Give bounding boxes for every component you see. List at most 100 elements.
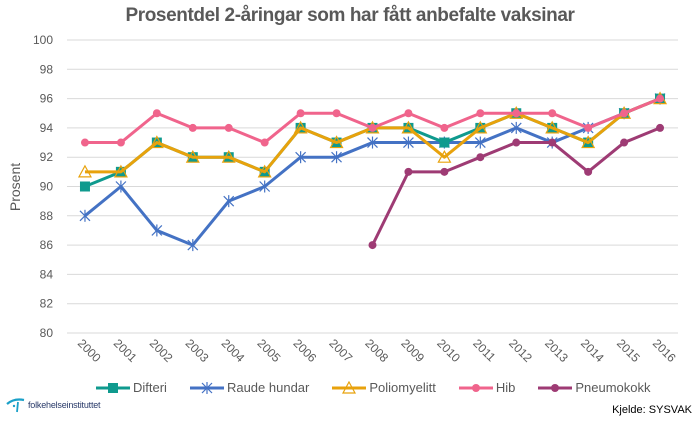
data-point [331, 151, 342, 164]
data-point [329, 135, 344, 149]
x-tick-label: 2007 [326, 336, 355, 365]
x-tick-label: 2002 [147, 336, 176, 365]
data-point [476, 109, 485, 118]
data-point [476, 153, 485, 162]
x-tick-label: 2008 [362, 336, 391, 365]
data-point [115, 180, 127, 193]
data-point [113, 164, 128, 178]
data-point [295, 151, 307, 164]
fhi-logo: folkehelseinstituttet [6, 397, 101, 413]
legend-marker [551, 383, 560, 392]
legend-swatch-icon [189, 381, 224, 394]
data-point [401, 120, 416, 134]
data-point [221, 149, 236, 163]
y-tick-label: 86 [40, 238, 54, 252]
legend-label: Pneumokokk [575, 380, 651, 395]
data-point [257, 164, 272, 178]
data-point [149, 135, 164, 149]
data-point [260, 138, 269, 147]
data-point [224, 123, 233, 132]
data-point [259, 180, 271, 193]
y-tick-label: 92 [40, 150, 54, 164]
series-hib [80, 94, 665, 147]
legend: Difteri Raude hundar Poliomyelitt Hib Pneumo… [95, 380, 673, 395]
x-tick-label: 2001 [111, 336, 140, 365]
x-tick-label: 2004 [219, 336, 248, 365]
data-point [368, 241, 377, 250]
data-point [656, 94, 665, 103]
legend-label: Hib [495, 380, 516, 395]
data-point [404, 109, 413, 118]
x-tick-labels: 2000 2001 2002 2003 2004 2005 2006 2007 2008 2009… [75, 336, 679, 365]
data-point [188, 123, 197, 132]
x-tick-label: 2009 [398, 336, 427, 365]
data-point [367, 136, 378, 149]
legend-swatch-icon [332, 380, 367, 394]
x-tick-label: 2011 [470, 336, 498, 364]
x-tick-label: 2015 [614, 336, 643, 365]
x-tick-label: 2000 [75, 336, 104, 365]
data-point [473, 120, 488, 134]
legend-marker [201, 381, 213, 394]
legend-item: Difteri [95, 380, 167, 395]
data-point [510, 121, 522, 134]
fhi-logo-icon [6, 398, 25, 413]
data-point [620, 138, 629, 147]
y-tick-label: 88 [40, 209, 54, 223]
data-point [581, 135, 596, 149]
y-tick-label: 84 [40, 267, 54, 281]
y-axis-label: Prosent [7, 163, 23, 211]
legend-marker [108, 382, 118, 393]
series-lines [77, 91, 668, 252]
data-point [185, 149, 200, 163]
data-point [404, 167, 413, 176]
y-tick-label: 82 [40, 297, 54, 311]
data-point [223, 195, 235, 208]
data-point [77, 164, 92, 178]
data-point [474, 136, 486, 149]
data-point [440, 123, 449, 132]
data-point [116, 138, 125, 147]
gridlines [67, 39, 678, 334]
data-point [584, 123, 593, 132]
legend-swatch-icon [538, 383, 573, 392]
legend-item: Pneumokokk [537, 380, 651, 395]
data-point [368, 123, 377, 132]
legend-swatch-icon [458, 383, 493, 392]
data-point [403, 136, 414, 149]
x-tick-label: 2014 [578, 336, 607, 365]
data-point [296, 109, 305, 118]
legend-item: Hib [458, 380, 516, 395]
data-point [440, 167, 449, 176]
data-point [512, 138, 521, 147]
data-point [656, 123, 665, 132]
data-point [151, 224, 163, 237]
data-point [439, 137, 450, 148]
legend-swatch-icon [96, 382, 130, 393]
data-point [79, 181, 90, 192]
data-point [548, 109, 557, 118]
data-point [79, 209, 91, 222]
x-tick-label: 2005 [255, 336, 284, 365]
y-tick-labels: 80 82 84 86 88 90 92 94 96 98 100 [33, 33, 53, 340]
y-tick-label: 80 [40, 326, 54, 340]
line-chart: 80 82 84 86 88 90 92 94 96 98 100 2000 2001 2002 2003… [7, 33, 679, 365]
data-point [584, 167, 593, 176]
x-tick-label: 2016 [650, 336, 679, 365]
logo-text: folkehelseinstituttet [28, 400, 101, 410]
y-tick-label: 96 [40, 92, 54, 106]
legend-label: Difteri [133, 380, 167, 395]
chart-title: Prosentdel 2-åringar som har fått anbefa… [125, 5, 575, 26]
data-point [548, 138, 557, 147]
y-tick-label: 98 [40, 62, 54, 76]
x-tick-label: 2013 [542, 336, 571, 365]
data-point [187, 239, 199, 252]
y-tick-label: 94 [40, 121, 54, 135]
x-tick-label: 2006 [290, 336, 319, 365]
data-point [80, 138, 89, 147]
data-point [293, 120, 308, 134]
x-tick-label: 2003 [183, 336, 212, 365]
source-note: Kjelde: SYSVAK [612, 404, 692, 416]
legend-item: Poliomyelitt [331, 380, 436, 395]
legend-label: Raude hundar [226, 380, 310, 395]
